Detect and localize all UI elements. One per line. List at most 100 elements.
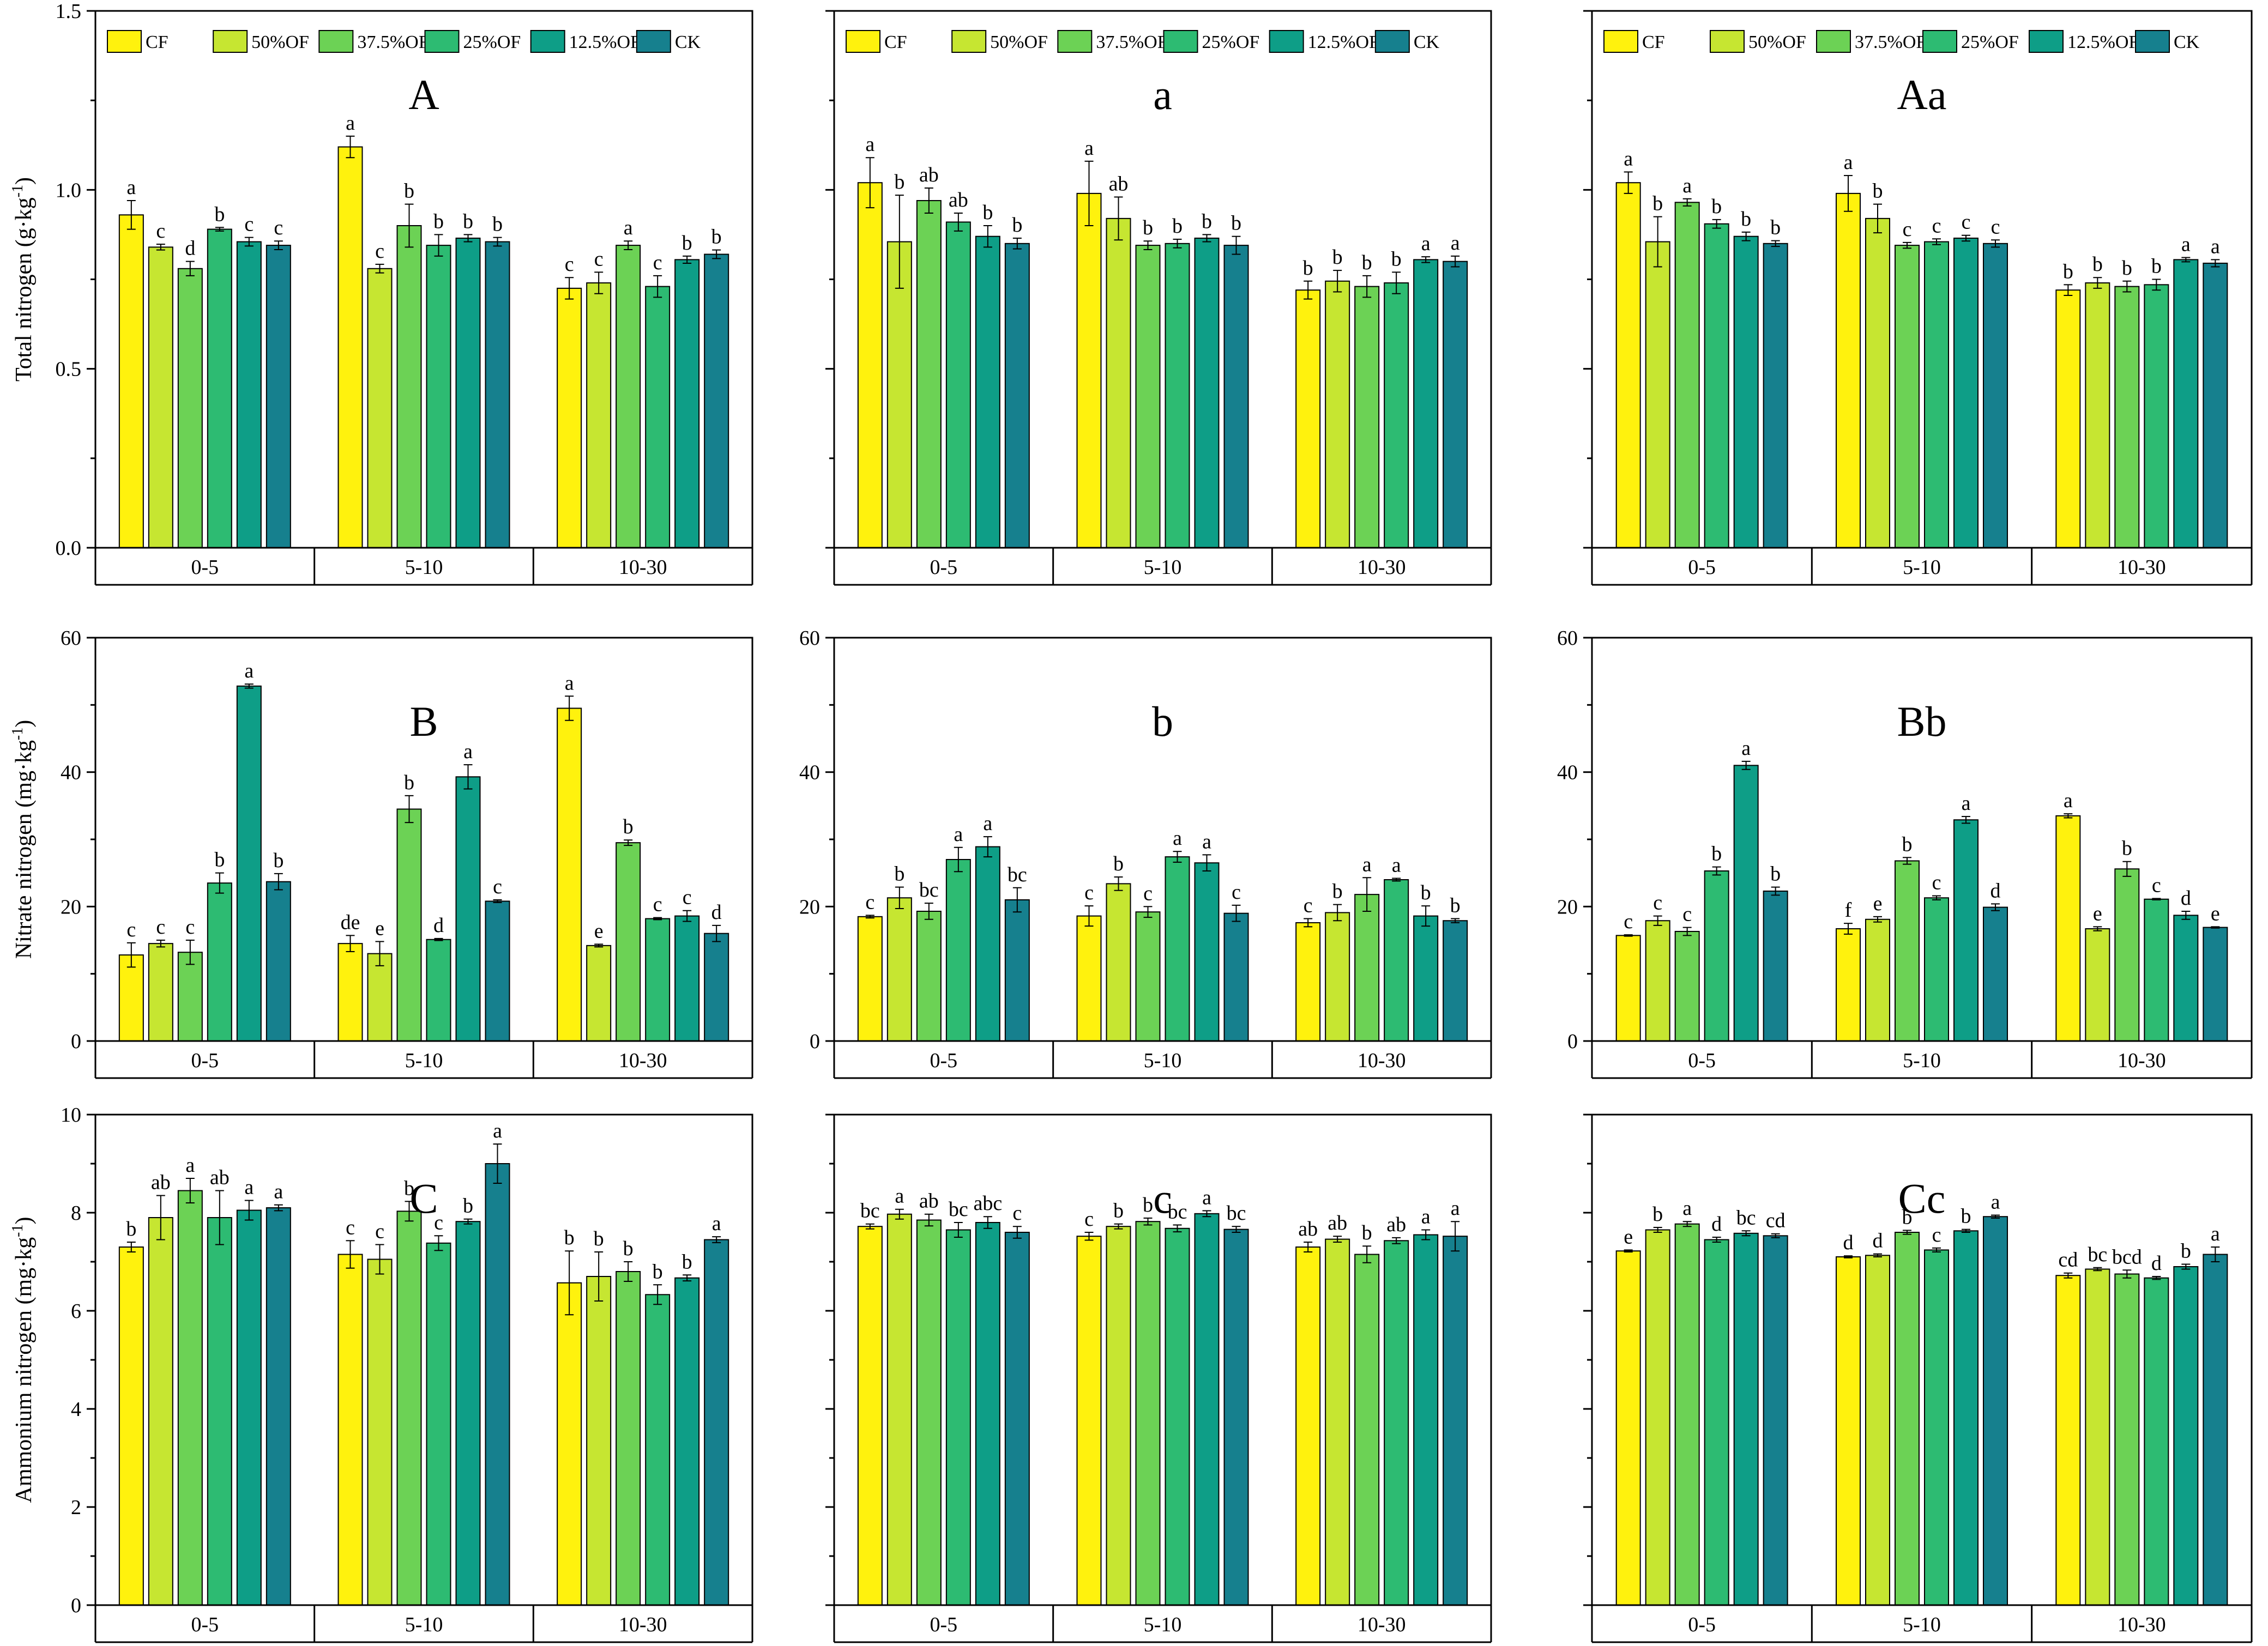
y-axis-title: Ammonium nitrogen (mg·kg-1) <box>9 1217 37 1503</box>
y-axis-title: Nitrate nitrogen (mg·kg-1) <box>9 720 37 959</box>
y-tick-label: 40 <box>61 761 81 784</box>
bar <box>1674 930 1700 1042</box>
significance-letter: d <box>1711 1213 1722 1236</box>
y-tick-label: 8 <box>71 1202 81 1225</box>
bar <box>586 945 612 1042</box>
significance-letter: c <box>1232 881 1241 904</box>
x-category-label: 0-5 <box>930 1613 958 1636</box>
significance-letter: a <box>244 1176 254 1199</box>
bar <box>916 200 942 548</box>
legend: CF 50%OF 37.5%OF 25%OF 12.5%OF CK <box>1603 30 2200 53</box>
bar <box>1004 1232 1030 1606</box>
bar <box>337 943 363 1042</box>
legend-swatch <box>1603 30 1638 53</box>
bar <box>2114 1273 2140 1606</box>
significance-letter: b <box>1873 180 1883 203</box>
bar <box>1674 1223 1700 1606</box>
significance-letter: a <box>1682 174 1692 197</box>
bar <box>857 916 883 1042</box>
bar <box>396 225 422 548</box>
significance-letter: b <box>564 1226 575 1249</box>
bar <box>704 253 729 548</box>
bar <box>148 1217 173 1606</box>
y-tick-label: 1.0 <box>56 179 82 202</box>
bar <box>674 1277 700 1606</box>
significance-letter: b <box>1303 257 1313 280</box>
significance-letter: bc <box>2088 1243 2107 1266</box>
significance-letter: ab <box>1328 1212 1347 1234</box>
bar <box>945 1229 971 1606</box>
significance-letter: c <box>653 251 662 274</box>
bar <box>455 237 481 548</box>
significance-letter: d <box>711 901 722 924</box>
significance-letter: a <box>1202 1186 1211 1209</box>
legend-label: 37.5%OF <box>1855 32 1926 52</box>
significance-letter: b <box>404 1177 414 1200</box>
x-category-label: 10-30 <box>2118 1613 2166 1636</box>
bar <box>857 1226 883 1606</box>
significance-letter: b <box>214 849 225 872</box>
bar <box>118 214 144 548</box>
significance-letter: a <box>1624 148 1633 171</box>
significance-letter: c <box>594 247 604 270</box>
bar <box>367 268 393 548</box>
bar <box>975 846 1000 1042</box>
significance-letter: c <box>2152 874 2161 897</box>
bar <box>1865 918 1890 1042</box>
bar <box>1983 243 2008 549</box>
significance-letter: c <box>1084 1208 1094 1231</box>
bar <box>1325 912 1350 1042</box>
significance-letter: b <box>623 1237 634 1260</box>
significance-letter: c <box>1012 1202 1022 1225</box>
x-category-label: 5-10 <box>405 1049 443 1072</box>
x-category-label: 10-30 <box>619 1613 667 1636</box>
bar <box>645 1294 671 1606</box>
bar <box>1135 911 1161 1042</box>
significance-letter: b <box>126 1218 136 1240</box>
legend-swatch <box>424 30 460 53</box>
significance-letter: c <box>156 916 165 939</box>
bar <box>1135 245 1161 549</box>
legend-label: 25%OF <box>463 32 521 52</box>
bar <box>1645 1229 1670 1606</box>
significance-letter: b <box>1332 880 1343 903</box>
significance-letter: e <box>2093 902 2102 925</box>
significance-letter: c <box>1624 910 1633 933</box>
significance-letter: c <box>375 240 384 263</box>
bar <box>1895 1232 1920 1606</box>
legend-label: 12.5%OF <box>1308 32 1379 52</box>
legend: CF 50%OF 37.5%OF 25%OF 12.5%OF CK <box>107 30 701 53</box>
bar <box>1194 237 1220 548</box>
bar <box>2173 259 2199 548</box>
legend-label: CF <box>884 32 907 52</box>
significance-letter: a <box>2211 235 2220 258</box>
significance-letter: a <box>1392 854 1401 877</box>
significance-letter: c <box>1903 218 1912 241</box>
bar <box>337 1254 363 1606</box>
bar <box>1413 915 1439 1042</box>
significance-letter: b <box>404 180 414 203</box>
bar <box>1953 1230 1979 1606</box>
bar <box>485 1163 510 1606</box>
bar <box>1924 897 1949 1042</box>
panel-title: b <box>1152 698 1173 745</box>
legend-swatch <box>1057 30 1093 53</box>
significance-letter: c <box>1932 1224 1941 1246</box>
legend-label: CK <box>1414 32 1440 52</box>
significance-letter: b <box>2122 837 2132 860</box>
significance-letter: b <box>682 232 692 255</box>
significance-letter: c <box>865 891 874 913</box>
significance-letter: b <box>273 849 284 872</box>
bar <box>2173 1266 2199 1606</box>
bar <box>1076 915 1102 1042</box>
y-axis-title: Total nitrogen (g·kg-1) <box>9 177 37 382</box>
bar <box>1165 243 1190 549</box>
bar <box>1763 890 1788 1042</box>
significance-letter: a <box>565 671 574 694</box>
y-tick-label: 2 <box>71 1496 81 1519</box>
significance-letter: b <box>1770 863 1781 886</box>
significance-letter: ab <box>210 1166 230 1189</box>
